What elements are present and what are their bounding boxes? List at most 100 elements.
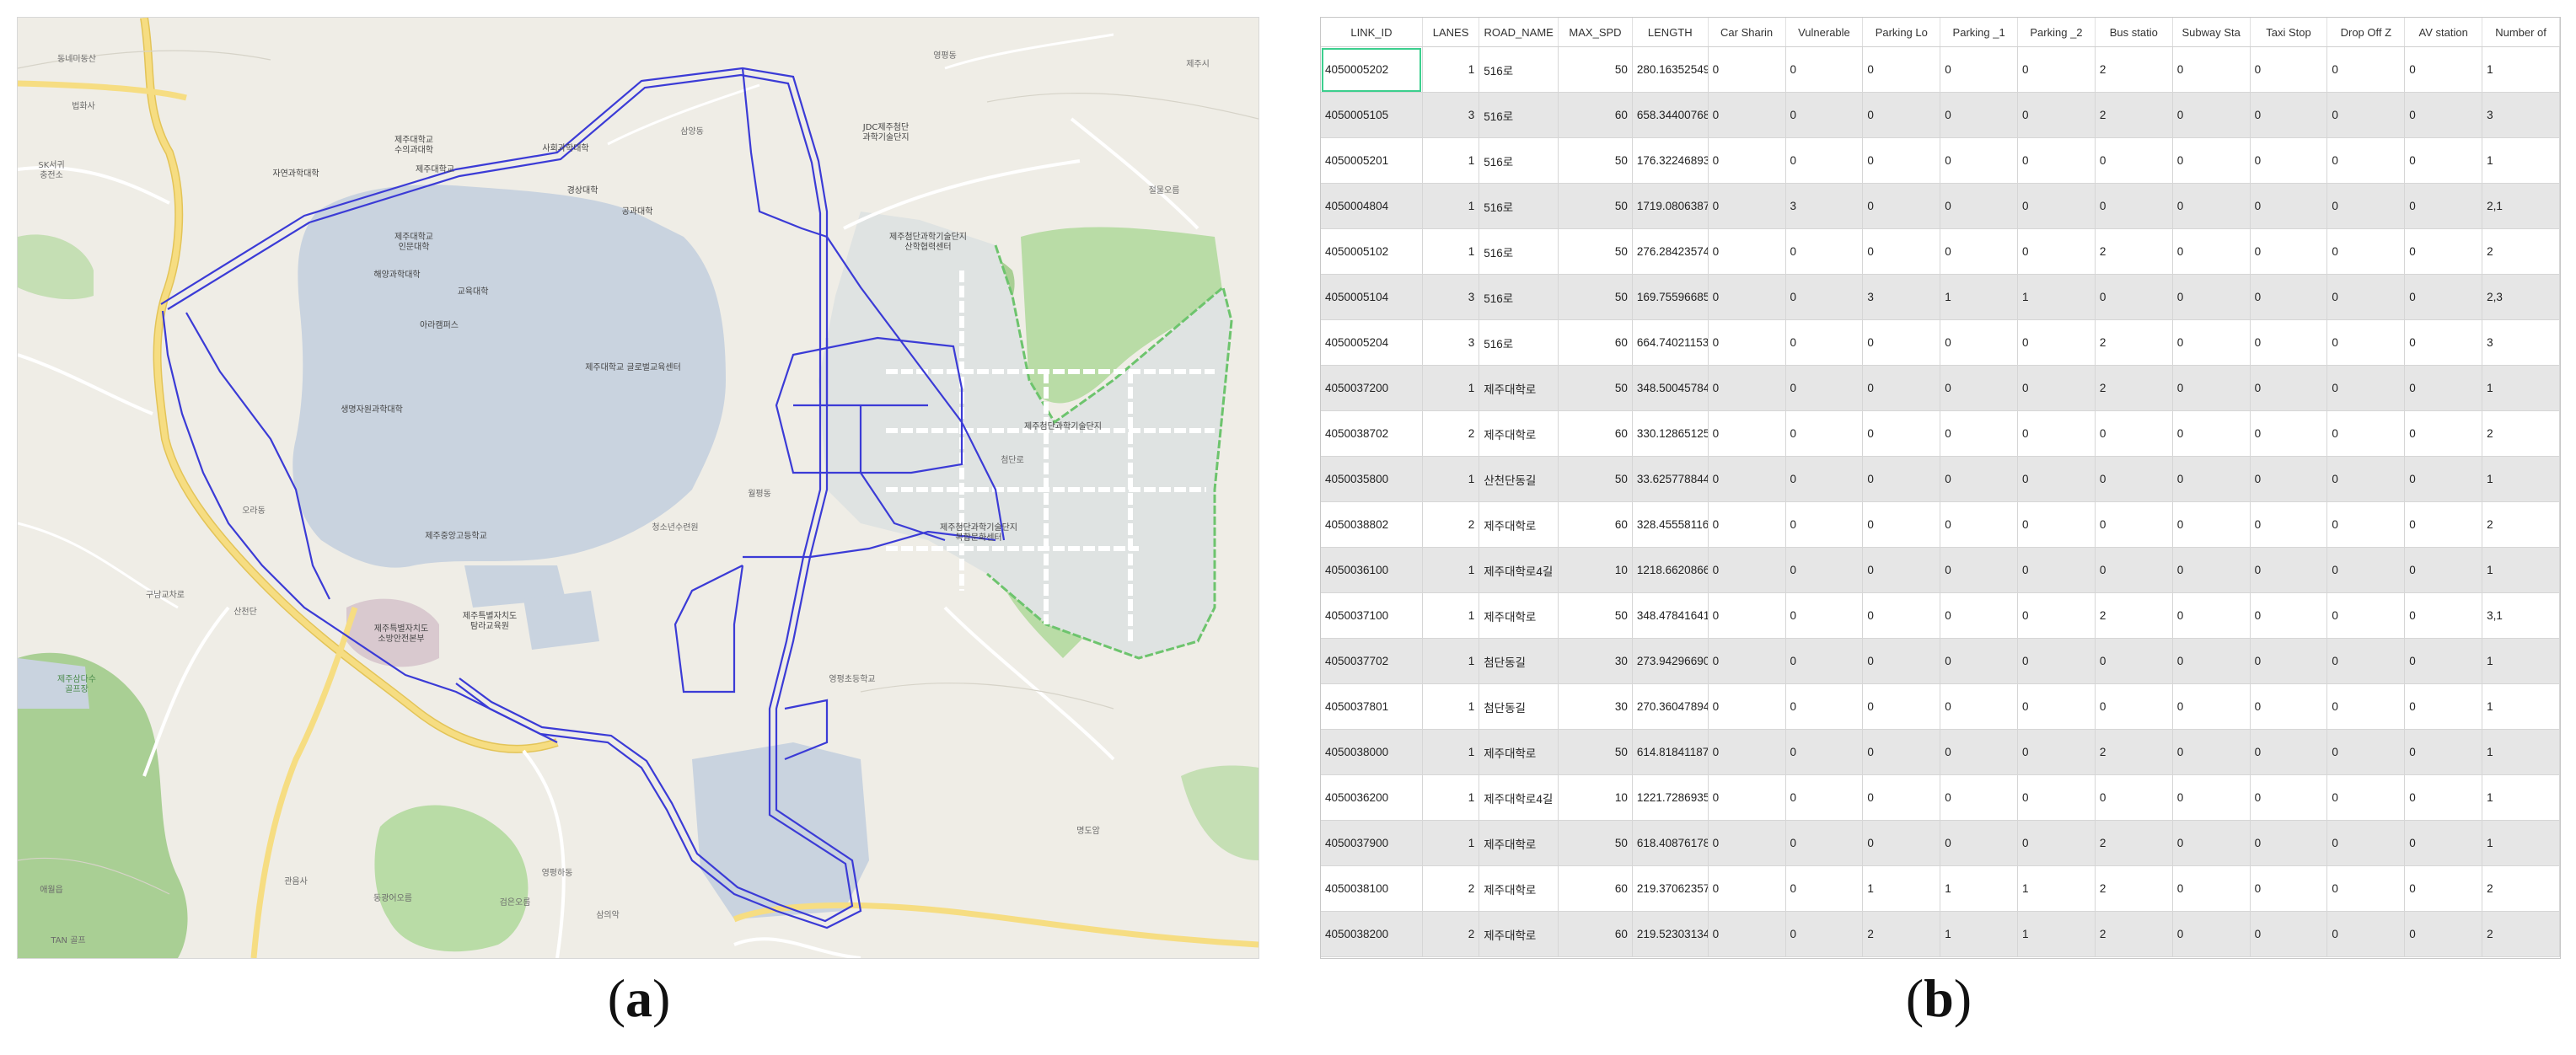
table-cell[interactable]: 3 (1422, 92, 1480, 138)
table-cell[interactable]: 0 (1785, 592, 1864, 639)
table-cell[interactable]: 0 (1862, 410, 1941, 457)
attribute-table-panel[interactable]: LINK_ID LANES ROAD_NAME MAX_SPD LENGTH Car Sh… (1320, 17, 2561, 959)
table-cell[interactable]: 0 (1862, 319, 1941, 366)
table-cell[interactable]: 0 (2404, 592, 2483, 639)
table-cell[interactable]: 0 (1862, 683, 1941, 730)
column-header[interactable]: Taxi Stop (2250, 18, 2328, 47)
table-cell[interactable]: 4050004804 (1321, 183, 1423, 229)
table-cell[interactable]: 0 (2250, 410, 2328, 457)
table-cell[interactable]: 0 (2326, 820, 2406, 866)
table-cell[interactable]: 2,1 (2482, 183, 2560, 229)
table-cell[interactable]: 50 (1558, 274, 1633, 320)
table-row[interactable]: 40500379001제주대학로50618.40876178...0000020… (1321, 820, 2560, 866)
column-header[interactable]: Subway Sta (2172, 18, 2251, 47)
column-header[interactable]: Vulnerable (1785, 18, 1864, 47)
table-cell[interactable]: 0 (2172, 547, 2251, 593)
table-cell[interactable]: 2 (2095, 911, 2173, 957)
table-cell[interactable]: 0 (1862, 228, 1941, 275)
table-cell[interactable]: 0 (2095, 456, 2173, 502)
table-cell[interactable]: 348.50045784... (1632, 365, 1709, 411)
table-cell[interactable]: 1 (2017, 911, 2096, 957)
table-cell[interactable]: 2 (2095, 865, 2173, 912)
table-cell[interactable]: 4050005105 (1321, 92, 1423, 138)
table-cell[interactable]: 0 (2326, 274, 2406, 320)
table-cell[interactable]: 614.81841187... (1632, 729, 1709, 775)
table-cell[interactable]: 0 (2172, 137, 2251, 184)
table-cell[interactable]: 516로 (1479, 274, 1559, 320)
table-cell[interactable]: 2 (2095, 46, 2173, 93)
table-cell[interactable]: 0 (2326, 46, 2406, 93)
table-cell[interactable]: 0 (1862, 729, 1941, 775)
table-cell[interactable]: 1 (2482, 137, 2560, 184)
table-cell[interactable]: 0 (1708, 592, 1786, 639)
table-cell[interactable]: 1719.0806387... (1632, 183, 1709, 229)
table-cell[interactable]: 0 (1940, 683, 2019, 730)
table-cell[interactable]: 1 (1422, 774, 1480, 821)
table-cell[interactable]: 1 (2482, 456, 2560, 502)
table-cell[interactable]: 2 (2482, 228, 2560, 275)
table-cell[interactable]: 0 (1862, 46, 1941, 93)
table-cell[interactable]: 0 (2017, 638, 2096, 684)
table-cell[interactable]: 273.94296690... (1632, 638, 1709, 684)
table-cell[interactable]: 제주대학로 (1479, 729, 1559, 775)
table-cell[interactable]: 0 (1862, 638, 1941, 684)
table-cell[interactable]: 50 (1558, 137, 1633, 184)
table-cell[interactable]: 0 (2404, 820, 2483, 866)
table-cell[interactable]: 0 (1940, 319, 2019, 366)
table-row[interactable]: 40500381002제주대학로60219.37062357...0011120… (1321, 865, 2560, 912)
column-header[interactable]: LENGTH (1632, 18, 1709, 47)
table-row[interactable]: 40500377021첨단동길30273.94296690...00000000… (1321, 638, 2560, 684)
table-cell[interactable]: 0 (2017, 547, 2096, 593)
table-cell[interactable]: 1 (2482, 547, 2560, 593)
table-cell[interactable]: 0 (1940, 774, 2019, 821)
table-cell[interactable]: 제주대학로 (1479, 865, 1559, 912)
table-cell[interactable]: 0 (2250, 319, 2328, 366)
table-cell[interactable]: 1218.6620866... (1632, 547, 1709, 593)
column-header[interactable]: Bus statio (2095, 18, 2173, 47)
table-cell[interactable]: 0 (2326, 92, 2406, 138)
table-cell[interactable]: 2 (2095, 365, 2173, 411)
table-cell[interactable]: 0 (1862, 137, 1941, 184)
table-cell[interactable]: 0 (2017, 456, 2096, 502)
table-cell[interactable]: 0 (1862, 92, 1941, 138)
table-row[interactable]: 40500380001제주대학로50614.81841187...0000020… (1321, 729, 2560, 775)
table-cell[interactable]: 10 (1558, 774, 1633, 821)
table-cell[interactable]: 60 (1558, 911, 1633, 957)
table-cell[interactable]: 1 (2482, 820, 2560, 866)
table-cell[interactable]: 1 (2482, 774, 2560, 821)
table-cell[interactable]: 658.34400768... (1632, 92, 1709, 138)
table-cell[interactable]: 0 (2326, 774, 2406, 821)
table-cell[interactable]: 0 (1940, 46, 2019, 93)
table-cell[interactable]: 0 (1940, 410, 2019, 457)
table-cell[interactable]: 0 (2404, 365, 2483, 411)
table-cell[interactable]: 4050037702 (1321, 638, 1423, 684)
table-cell[interactable]: 0 (1708, 865, 1786, 912)
table-cell[interactable]: 0 (1785, 228, 1864, 275)
table-cell[interactable]: 4050037100 (1321, 592, 1423, 639)
table-row[interactable]: 40500361001제주대학로4길101218.6620866...00000… (1321, 547, 2560, 593)
table-row[interactable]: 40500371001제주대학로50348.47841641...0000020… (1321, 592, 2560, 639)
table-cell[interactable]: 4050005104 (1321, 274, 1423, 320)
table-cell[interactable]: 0 (2404, 683, 2483, 730)
table-cell[interactable]: 0 (1708, 774, 1786, 821)
table-cell[interactable]: 0 (2250, 592, 2328, 639)
table-cell[interactable]: 2 (2482, 865, 2560, 912)
table-cell[interactable]: 219.52303134... (1632, 911, 1709, 957)
table-cell[interactable]: 1 (2482, 683, 2560, 730)
table-cell[interactable]: 1 (2482, 638, 2560, 684)
table-cell[interactable]: 3 (1422, 319, 1480, 366)
table-cell[interactable]: 0 (2326, 365, 2406, 411)
table-cell[interactable]: 0 (2017, 137, 2096, 184)
table-cell[interactable]: 4050037200 (1321, 365, 1423, 411)
table-row[interactable]: 40500388022제주대학로60328.45558116...0000000… (1321, 501, 2560, 548)
table-cell[interactable]: 1 (1422, 592, 1480, 639)
table-cell[interactable]: 0 (2095, 547, 2173, 593)
table-cell[interactable]: 0 (1708, 547, 1786, 593)
table-cell[interactable]: 0 (2095, 683, 2173, 730)
table-cell[interactable]: 0 (1940, 137, 2019, 184)
table-cell[interactable]: 0 (2017, 729, 2096, 775)
table-row[interactable]: 40500362001제주대학로4길101221.7286935...00000… (1321, 774, 2560, 821)
table-cell[interactable]: 제주대학로 (1479, 365, 1559, 411)
table-cell[interactable]: 0 (1785, 638, 1864, 684)
table-cell[interactable]: 1 (2482, 46, 2560, 93)
